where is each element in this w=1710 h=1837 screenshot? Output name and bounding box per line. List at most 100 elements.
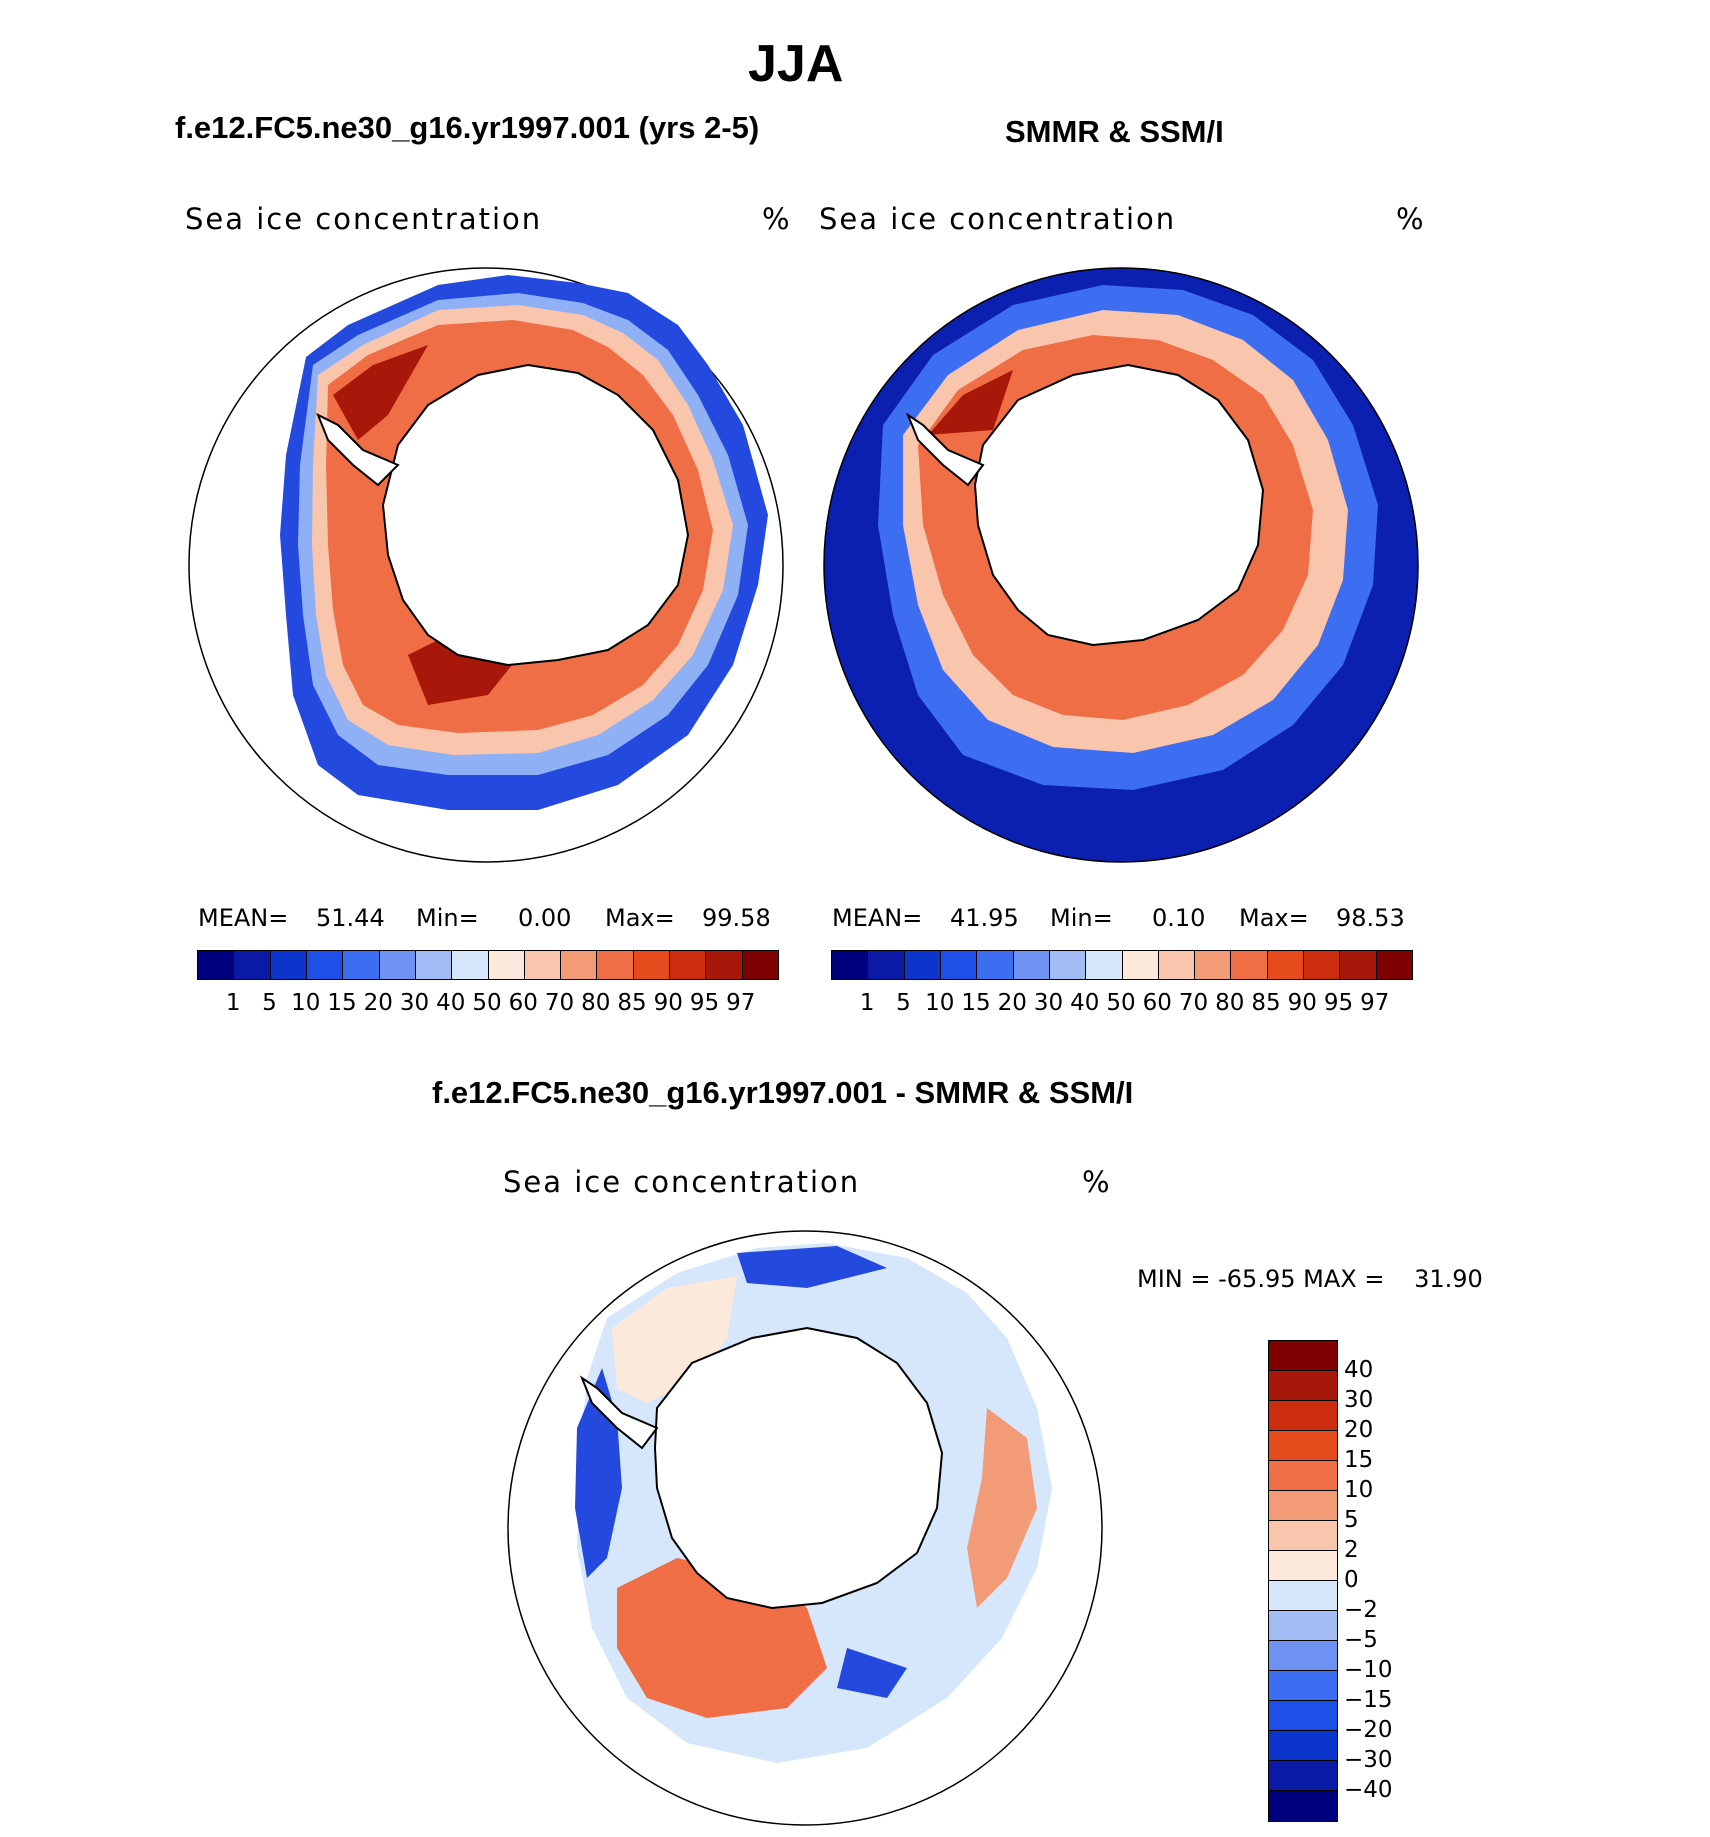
colorbar-tick-label: −10 (1344, 1657, 1393, 1683)
panel-2-colorbar-ticks: 1 5 10 15 20 30 40 50 60 70 80 85 90 95 97 (831, 990, 1411, 1020)
colorbar-tick-label: 97 (1360, 990, 1390, 1016)
panel-3-min-value: -65.95 (1218, 1265, 1296, 1293)
colorbar-tick-label: 30 (399, 990, 430, 1016)
colorbar-tick-label: 60 (1142, 990, 1172, 1016)
colorbar-swatch (1269, 1461, 1337, 1491)
colorbar-tick-label: 10 (291, 990, 321, 1016)
colorbar-tick-label: 85 (1251, 990, 1281, 1016)
colorbar-tick-label: 50 (1106, 990, 1136, 1016)
colorbar-swatch (306, 951, 344, 979)
colorbar-tick-label: 90 (1287, 990, 1317, 1016)
panel-3-peninsula (579, 1375, 659, 1450)
panel-2-ice-95 (928, 370, 1013, 435)
colorbar-tick-label: 15 (1344, 1447, 1374, 1473)
colorbar-swatch (1340, 951, 1377, 979)
colorbar-swatch (633, 951, 671, 979)
colorbar-tick-label: 2 (1344, 1537, 1359, 1563)
panel-2-mean-label: MEAN= (832, 904, 923, 932)
colorbar-swatch (270, 951, 307, 979)
panel-3-diff-pos-a (612, 1276, 737, 1403)
colorbar-tick-label: 30 (1344, 1387, 1374, 1413)
colorbar-tick-label: 10 (925, 990, 955, 1016)
colorbar-tick-label: 80 (581, 990, 611, 1016)
panel-1-stats: MEAN= 51.44 Min= 0.00 Max= 99.58 (198, 904, 776, 932)
colorbar-swatch (1269, 1581, 1337, 1611)
colorbar-swatch (1269, 1671, 1337, 1701)
panel-1-ice-95 (333, 345, 528, 705)
colorbar-tick-label: 30 (1033, 990, 1064, 1016)
colorbar-swatch (1122, 951, 1159, 979)
colorbar-tick-label: 85 (617, 990, 647, 1016)
colorbar-swatch (1269, 1641, 1337, 1671)
colorbar-tick-label: 0 (1344, 1567, 1359, 1593)
colorbar-swatch (1269, 1341, 1337, 1371)
colorbar-tick-label: −30 (1344, 1747, 1393, 1773)
colorbar-tick-label: −2 (1344, 1597, 1378, 1623)
colorbar-tick-label: 40 (1344, 1357, 1374, 1383)
colorbar-tick-label: 70 (544, 990, 575, 1016)
colorbar-tick-label: 10 (1344, 1477, 1374, 1503)
colorbar-tick-label: 5 (896, 990, 911, 1016)
colorbar-tick-label: 1 (859, 990, 875, 1016)
colorbar-swatch (1304, 951, 1341, 979)
panel-1-unit: % (762, 202, 792, 236)
colorbar-swatch (198, 951, 235, 979)
colorbar-swatch (1269, 1431, 1337, 1461)
panel-1-max-label: Max= (605, 904, 675, 932)
panel-1-colorbar (197, 950, 779, 980)
colorbar-tick-label: 20 (1344, 1417, 1374, 1443)
panel-2-stats: MEAN= 41.95 Min= 0.10 Max= 98.53 (832, 904, 1410, 932)
colorbar-swatch (868, 951, 905, 979)
colorbar-swatch (488, 951, 525, 979)
colorbar-swatch (1269, 1491, 1337, 1521)
panel-3-colorbar-ticks: 40 30 20 15 10 5 2 0 −2 −5 −10 −15 −20 −30 −40 (1344, 1340, 1424, 1820)
panel-3-unit: % (1082, 1165, 1112, 1199)
panel-1-peninsula (316, 412, 400, 487)
colorbar-tick-label: 1 (225, 990, 241, 1016)
colorbar-tick-label: 60 (508, 990, 538, 1016)
colorbar-swatch (1158, 951, 1196, 979)
colorbar-tick-label: 5 (1344, 1507, 1359, 1533)
panel-3-stats: MIN = -65.95 MAX = 31.90 (1137, 1265, 1483, 1293)
colorbar-swatch (343, 951, 380, 979)
panel-1-antarctica (381, 363, 690, 667)
panel-2-antarctica (973, 363, 1265, 647)
panel-2-min-label: Min= (1050, 904, 1113, 932)
colorbar-swatch (1269, 1611, 1337, 1641)
colorbar-swatch (742, 951, 778, 979)
colorbar-tick-label: 5 (262, 990, 277, 1016)
colorbar-swatch (452, 951, 489, 979)
panel-1-mean-label: MEAN= (198, 904, 289, 932)
colorbar-swatch (1269, 1371, 1337, 1401)
colorbar-tick-label: −20 (1344, 1717, 1393, 1743)
panel-2-unit: % (1396, 202, 1426, 236)
colorbar-swatch (1195, 951, 1232, 979)
panel-2-max-label: Max= (1239, 904, 1309, 932)
colorbar-tick-label: 90 (653, 990, 683, 1016)
colorbar-tick-label: 97 (726, 990, 756, 1016)
colorbar-swatch (1049, 951, 1087, 979)
colorbar-swatch (977, 951, 1014, 979)
colorbar-swatch (1376, 951, 1412, 979)
panel-1-map (188, 267, 784, 863)
colorbar-tick-label: 20 (997, 990, 1027, 1016)
colorbar-swatch (940, 951, 978, 979)
colorbar-swatch (1086, 951, 1123, 979)
colorbar-swatch (832, 951, 869, 979)
panel-2-colorbar (831, 950, 1413, 980)
colorbar-swatch (1269, 1761, 1337, 1791)
colorbar-swatch (1269, 1701, 1337, 1731)
panel-3-min-label: MIN = (1137, 1265, 1211, 1293)
colorbar-swatch (415, 951, 453, 979)
colorbar-swatch (1269, 1791, 1337, 1821)
panel-1-max-value: 99.58 (702, 904, 771, 932)
panel-2-mean-value: 41.95 (950, 904, 1019, 932)
colorbar-tick-label: 80 (1215, 990, 1245, 1016)
panel-2-variable: Sea ice concentration (819, 202, 1177, 236)
colorbar-tick-label: 40 (1070, 990, 1100, 1016)
panel-3-map (507, 1230, 1103, 1826)
colorbar-swatch (904, 951, 941, 979)
panel-1-mean-value: 51.44 (316, 904, 385, 932)
panel-3-title: f.e12.FC5.ne30_g16.yr1997.001 - SMMR & S… (432, 1075, 1134, 1110)
panel-3-antarctica (653, 1326, 944, 1610)
